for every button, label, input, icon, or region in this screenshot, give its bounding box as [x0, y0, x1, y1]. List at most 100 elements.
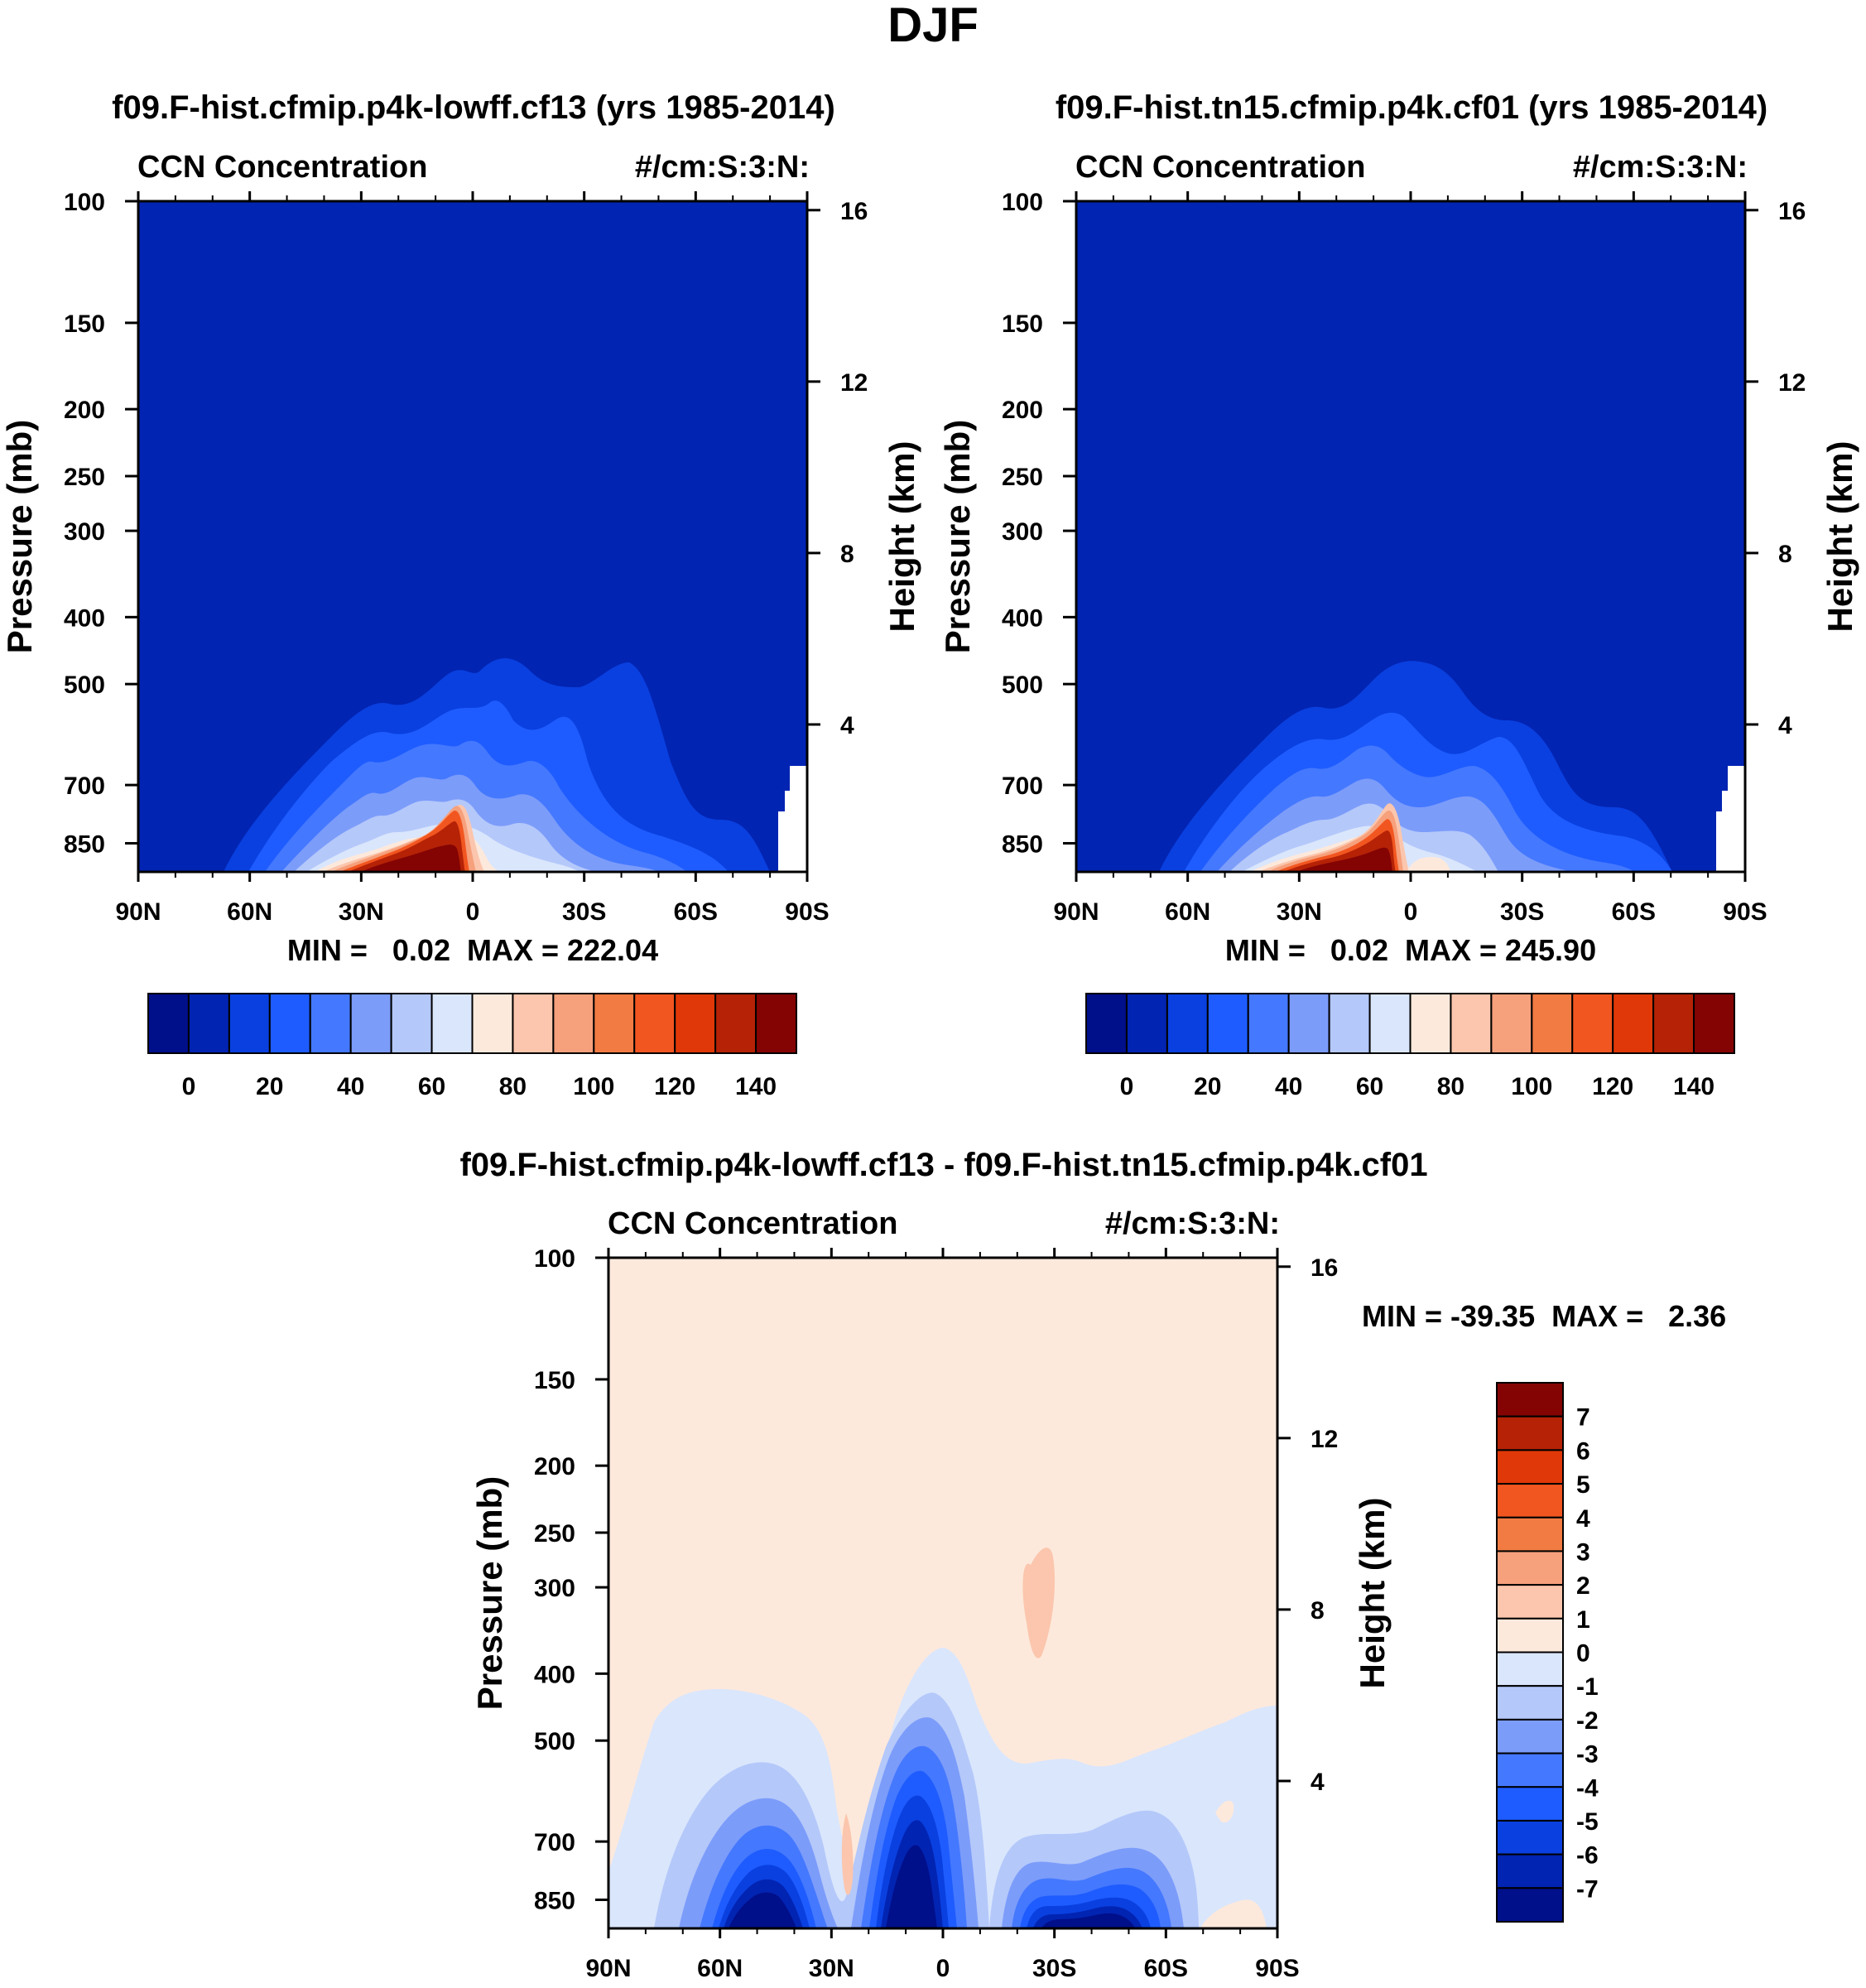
x-tick-label: 60S [1612, 898, 1656, 926]
colorbar-box [187, 993, 230, 1054]
colorbar-box [1496, 1853, 1564, 1889]
colorbar-box [1496, 1786, 1564, 1822]
y-tick-label: 250 [534, 1520, 575, 1548]
colorbar-box [228, 993, 271, 1054]
y-right-tick-label: 4 [1311, 1769, 1325, 1796]
y-right-tick-label: 8 [1778, 541, 1792, 568]
y-tick-label: 500 [1002, 671, 1043, 699]
colorbar-box [1531, 993, 1574, 1054]
x-tick-label: 90N [1053, 898, 1099, 926]
colorbar-box [1496, 1651, 1564, 1687]
colorbar-label: -3 [1576, 1741, 1599, 1769]
colorbar-label: 1 [1576, 1606, 1590, 1634]
panel-3: f09.F-hist.cfmip.p4k-lowff.cf13 - f09.F-… [459, 1147, 1726, 1982]
panel-1-stats: MIN = 0.02 MAX = 222.04 [287, 933, 658, 967]
colorbar-label: -6 [1576, 1842, 1599, 1870]
colorbar-box [1693, 993, 1735, 1054]
colorbar-box [1496, 1718, 1564, 1755]
colorbar-label: -7 [1576, 1875, 1599, 1903]
x-tick-label: 90N [585, 1955, 631, 1982]
colorbar-box [1612, 993, 1655, 1054]
panel-1-title: f09.F-hist.cfmip.p4k-lowff.cf13 (yrs 198… [112, 89, 835, 126]
colorbar-box [1166, 993, 1209, 1054]
colorbar-label: -4 [1576, 1774, 1599, 1802]
colorbar-box [1496, 1516, 1564, 1552]
y-right-tick-label: 16 [1778, 198, 1806, 225]
y-tick-label: 200 [534, 1453, 575, 1480]
panel-1-contours [138, 201, 807, 872]
x-tick-label: 30S [1500, 898, 1544, 926]
colorbar-box [1496, 1617, 1564, 1653]
panel-1-right-string: #/cm:S:3:N: [635, 150, 810, 185]
colorbar-box [593, 993, 636, 1054]
colorbar-box [1085, 993, 1128, 1054]
y-tick-label: 500 [534, 1728, 575, 1755]
colorbar-label: 20 [1194, 1073, 1221, 1100]
x-tick-label: 90S [1723, 898, 1767, 926]
y-tick-label: 500 [64, 671, 105, 699]
panel-3-ylabel-right: Height (km) [1353, 1498, 1392, 1689]
colorbar-box [1287, 993, 1330, 1054]
colorbar-box [1496, 1887, 1564, 1923]
y-tick-label: 700 [534, 1829, 575, 1856]
y-tick-label: 850 [1002, 830, 1043, 858]
panel-2-colorbar: 0 20 40 60 80 100 120 140 [1085, 993, 1735, 1100]
y-right-tick-label: 8 [1311, 1597, 1325, 1625]
y-right-tick-label: 4 [840, 712, 854, 739]
panel-2-ylabel-right: Height (km) [1820, 441, 1859, 633]
colorbar-box [471, 993, 514, 1054]
x-tick-label: 30S [562, 898, 606, 926]
colorbar-label: 0 [182, 1073, 196, 1100]
panel-2-ylabel: Pressure (mb) [938, 420, 977, 653]
colorbar-label: 120 [1592, 1073, 1633, 1100]
colorbar-box [430, 993, 474, 1054]
y-tick-label: 150 [1002, 310, 1043, 338]
y-tick-label: 250 [64, 464, 105, 491]
y-tick-label: 850 [64, 830, 105, 858]
page-title: DJF [887, 0, 979, 52]
x-tick-label: 0 [936, 1955, 950, 1982]
x-tick-label: 90N [115, 898, 161, 926]
panel-3-contours [608, 1258, 1277, 1928]
panel-3-title: f09.F-hist.cfmip.p4k-lowff.cf13 - f09.F-… [459, 1147, 1427, 1183]
y-tick-label: 300 [1002, 518, 1043, 546]
colorbar-label: 60 [418, 1073, 445, 1100]
x-tick-label: 30N [339, 898, 384, 926]
panel-1: f09.F-hist.cfmip.p4k-lowff.cf13 (yrs 198… [0, 89, 921, 1100]
colorbar-box [1496, 1584, 1564, 1620]
panel-3-left-string: CCN Concentration [608, 1206, 897, 1241]
colorbar-box [390, 993, 433, 1054]
colorbar-label: -2 [1576, 1707, 1599, 1735]
colorbar-box [633, 993, 676, 1054]
colorbar-label: -5 [1576, 1808, 1599, 1836]
colorbar-box [1496, 1415, 1564, 1451]
y-tick-label: 200 [64, 397, 105, 424]
colorbar-box [268, 993, 311, 1054]
colorbar-label: 5 [1576, 1471, 1590, 1499]
colorbar-box [147, 993, 190, 1054]
x-tick-label: 60N [227, 898, 272, 926]
y-right-tick-label: 12 [1311, 1426, 1338, 1453]
colorbar-box [1496, 1550, 1564, 1586]
colorbar-box [1496, 1449, 1564, 1485]
colorbar-box [714, 993, 757, 1054]
panel-1-axes: 90N 60N 30N 0 30S 60S 90S 100 150 200 250 300 400 500… [64, 189, 868, 926]
y-tick-label: 100 [64, 189, 105, 216]
x-tick-label: 60S [1144, 1955, 1188, 1982]
colorbar-box [1328, 993, 1371, 1054]
colorbar-label: 140 [1673, 1073, 1715, 1100]
colorbar-box [309, 993, 352, 1054]
y-tick-label: 850 [534, 1887, 575, 1914]
y-tick-label: 250 [1002, 464, 1043, 491]
y-tick-label: 150 [64, 310, 105, 338]
colorbar-label: 0 [1576, 1640, 1590, 1668]
colorbar-box [1652, 993, 1695, 1054]
y-right-tick-label: 8 [840, 541, 854, 568]
panel-2-stats: MIN = 0.02 MAX = 245.90 [1225, 933, 1596, 967]
y-tick-label: 400 [1002, 604, 1043, 632]
colorbar-box [512, 993, 555, 1054]
panel-1-colorbar: 0 20 40 60 80 100 120 140 [147, 993, 797, 1100]
y-tick-label: 300 [64, 518, 105, 546]
colorbar-box [755, 993, 797, 1054]
